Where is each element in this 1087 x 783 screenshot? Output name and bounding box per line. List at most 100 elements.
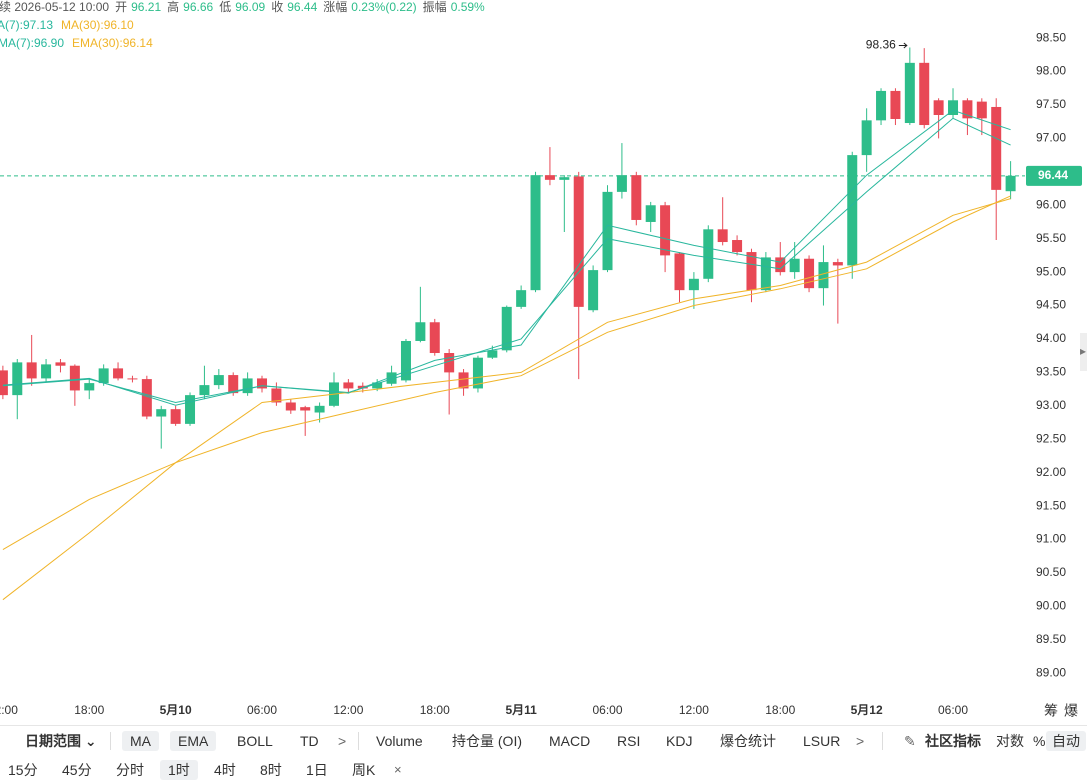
candle-body: [933, 100, 944, 115]
candle-body: [300, 407, 311, 411]
separator: [882, 732, 883, 750]
quote-key: 开: [115, 0, 128, 14]
side-tab[interactable]: [1080, 333, 1087, 371]
interval-button[interactable]: 1日: [306, 762, 328, 778]
side-label[interactable]: 筹: [1044, 703, 1058, 719]
y-tick-label: 96.00: [1036, 197, 1066, 211]
candle-body: [876, 90, 887, 121]
legend-entry: MA(30):96.10: [61, 18, 134, 32]
candle-body: [818, 262, 829, 289]
interval-button[interactable]: 分时: [116, 762, 144, 778]
legend-entry: MA(7):97.13: [0, 18, 54, 32]
candle-body: [717, 229, 728, 243]
quote-value: 96.44: [287, 0, 318, 14]
y-tick-label: 90.50: [1036, 565, 1066, 579]
indicator-line: [2, 109, 1011, 406]
indicator-button[interactable]: 爆仓统计: [720, 733, 776, 749]
candle-body: [789, 258, 800, 273]
interval-button[interactable]: 4时: [214, 762, 236, 778]
candle-body: [429, 322, 440, 354]
candle-body: [573, 176, 584, 307]
candle-body: [962, 100, 973, 119]
candle-body: [285, 402, 296, 411]
candle-body: [631, 175, 642, 220]
community-indicators[interactable]: 社区指标: [925, 733, 981, 749]
indicator-line: [2, 117, 1011, 404]
candle-body: [386, 372, 397, 384]
quote-value: 96.09: [235, 0, 266, 14]
high-marker-arrow: [898, 42, 908, 49]
interval-button[interactable]: 8时: [260, 762, 282, 778]
y-tick-label: 97.00: [1036, 131, 1066, 145]
candle-body: [372, 382, 383, 389]
candle-body: [113, 368, 124, 379]
candle-body: [746, 252, 757, 291]
indicator-line: [2, 198, 1011, 601]
indicator-button[interactable]: RSI: [617, 733, 641, 749]
interval-button[interactable]: 15分: [8, 762, 38, 778]
more-arrow[interactable]: >: [338, 733, 347, 749]
candle-body: [357, 385, 368, 389]
x-tick-label: 18:00: [74, 703, 104, 717]
interval-button[interactable]: 45分: [62, 762, 92, 778]
y-tick-label: 98.50: [1036, 30, 1066, 44]
x-tick-label: 06:00: [592, 703, 622, 717]
indicator-button[interactable]: Volume: [376, 733, 423, 749]
candle-body: [0, 370, 8, 396]
candle-body: [602, 191, 613, 271]
candle-body: [544, 175, 555, 180]
edit-icon[interactable]: ✎: [904, 733, 916, 749]
indicator-button[interactable]: LSUR: [803, 733, 841, 749]
chart: ▸ 筹 爆 89.00 89.50 90.00 90.50 91.00 91.50 92.0…: [0, 30, 1087, 719]
indicator-button[interactable]: MACD: [549, 733, 591, 749]
quote-key: 低: [219, 0, 232, 14]
y-tick-label: 91.00: [1036, 532, 1066, 546]
candle-body: [890, 90, 901, 120]
candle-body: [84, 383, 95, 391]
scale-button[interactable]: 自动: [1046, 731, 1086, 751]
more-arrow[interactable]: >: [856, 733, 865, 749]
indicator-button[interactable]: BOLL: [237, 733, 273, 749]
x-tick-label: 12:00: [0, 703, 18, 717]
candle-body: [688, 278, 699, 291]
candle-body: [242, 378, 253, 394]
candle-body: [400, 340, 411, 381]
x-tick-label: 06:00: [938, 703, 968, 717]
y-tick-label: 92.50: [1036, 431, 1066, 445]
candle-body: [732, 240, 743, 253]
symbol: 永续 2026-05-12 10:00: [0, 0, 110, 14]
y-tick-label: 90.00: [1036, 599, 1066, 613]
candle-body: [645, 205, 656, 222]
indicator-button[interactable]: MA: [122, 731, 159, 751]
candle-body: [415, 322, 426, 341]
candle-body: [660, 205, 671, 256]
legend-entry: EMA(30):96.14: [72, 36, 153, 50]
quote-value: 0.59%: [450, 0, 485, 14]
indicator-button[interactable]: KDJ: [666, 733, 693, 749]
candle-body: [948, 100, 959, 115]
quote-key: 收: [271, 0, 284, 14]
close-button[interactable]: ×: [394, 762, 402, 777]
candle-body: [530, 175, 541, 291]
candle-body: [141, 379, 152, 417]
scale-button[interactable]: 对数: [996, 733, 1024, 749]
candle-body: [458, 372, 469, 389]
candle-body: [257, 378, 268, 389]
candle-body: [976, 101, 987, 119]
side-label[interactable]: 爆: [1064, 703, 1078, 719]
y-tick-label: 94.50: [1036, 298, 1066, 312]
indicator-button[interactable]: TD: [300, 733, 319, 749]
indicator-button[interactable]: EMA: [170, 731, 217, 751]
candle-body: [98, 368, 109, 384]
interval-button[interactable]: 1时: [160, 760, 198, 780]
candle-body: [55, 362, 66, 366]
y-tick-label: 93.50: [1036, 365, 1066, 379]
candle-body: [847, 155, 858, 266]
indicator-button[interactable]: 持仓量 (OI): [452, 733, 522, 749]
x-tick-label: 18:00: [765, 703, 795, 717]
interval-button[interactable]: 周K: [352, 762, 376, 778]
y-tick-label: 91.50: [1036, 498, 1066, 512]
date-range[interactable]: 日期范围 ⌄: [25, 733, 97, 749]
candle-body: [1005, 175, 1016, 192]
scale-button[interactable]: %: [1033, 733, 1046, 749]
